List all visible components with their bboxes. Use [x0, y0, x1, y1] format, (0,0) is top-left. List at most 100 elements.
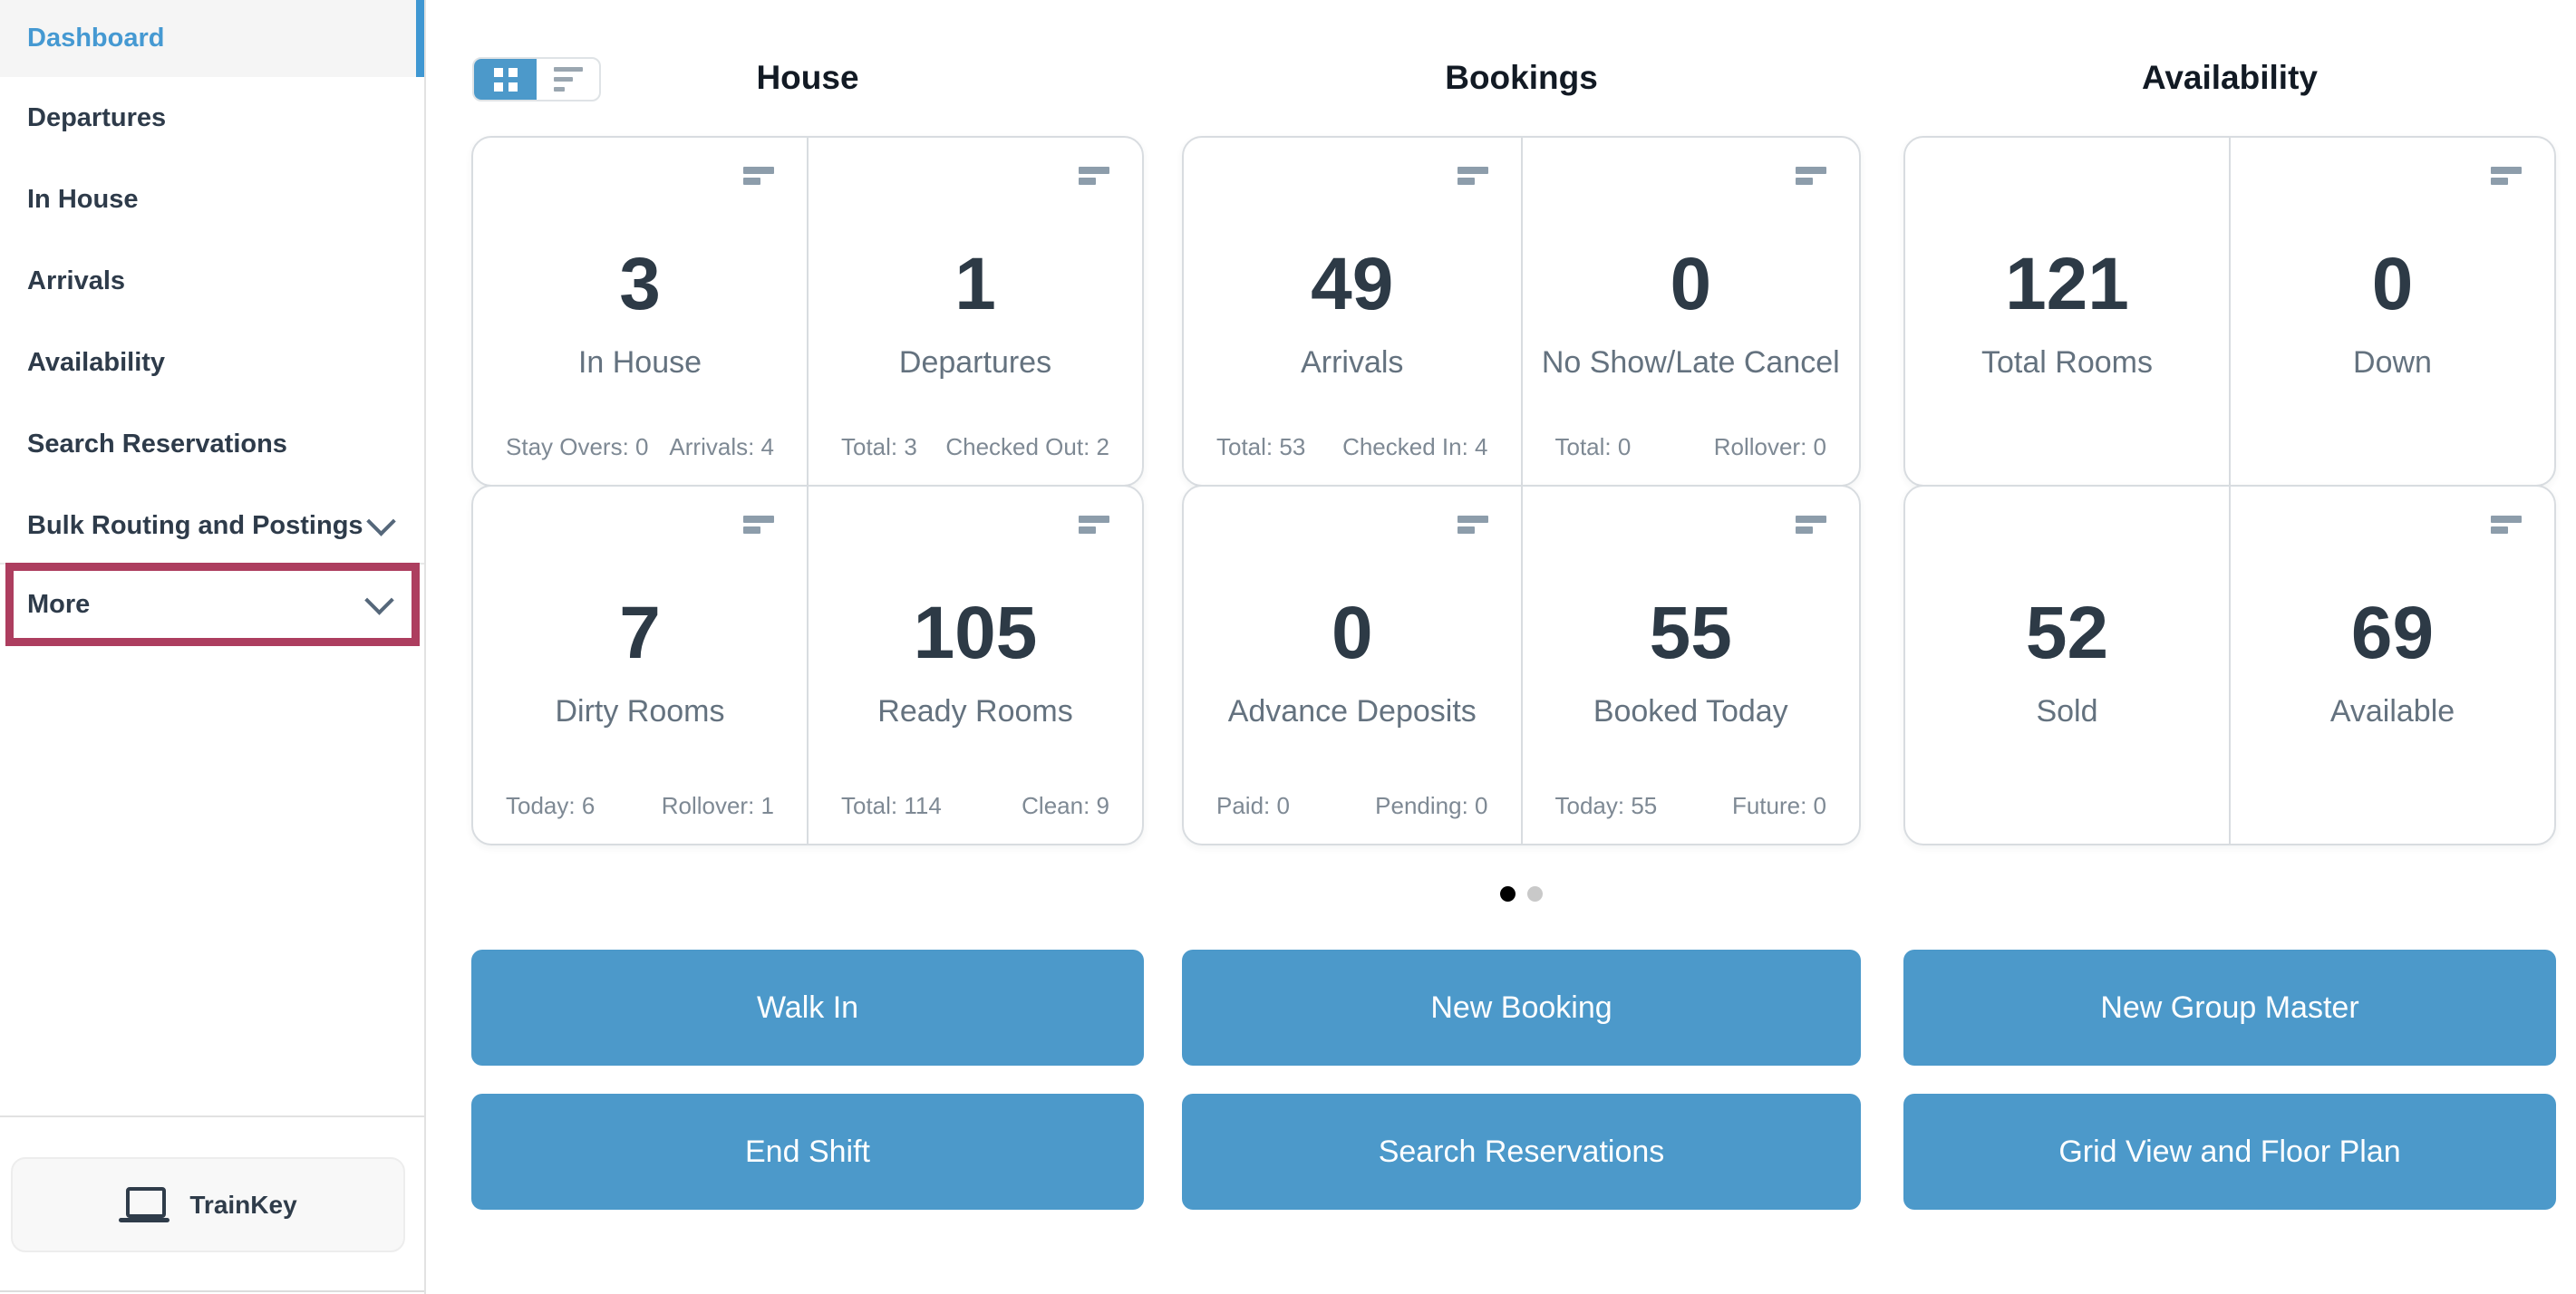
stat-value: 0 — [2371, 243, 2414, 325]
substat-left: Paid: 0 — [1216, 792, 1290, 819]
stat-card-booked-today[interactable]: 55 Booked Today Today: 55 Future: 0 — [1520, 487, 1860, 844]
stat-card-available[interactable]: 69 Available — [2229, 487, 2554, 844]
card-menu-icon[interactable] — [1796, 516, 1826, 534]
stat-substats: Paid: 0 Pending: 0 — [1193, 792, 1512, 820]
sidebar-item-label: Dashboard — [27, 24, 165, 53]
stat-card-total-rooms[interactable]: 121 Total Rooms — [1905, 138, 2229, 485]
sidebar-item-label: In House — [27, 184, 139, 214]
carousel-pagination — [1182, 886, 1861, 902]
stat-label: Booked Today — [1593, 694, 1788, 729]
search-reservations-button[interactable]: Search Reservations — [1182, 1094, 1861, 1210]
sidebar-bottom-border — [0, 1290, 424, 1292]
stat-label: Total Rooms — [1981, 345, 2153, 380]
stat-card-dirty-rooms[interactable]: 7 Dirty Rooms Today: 6 Rollover: 1 — [473, 487, 807, 844]
stat-value: 121 — [2005, 243, 2129, 325]
trainkey-button[interactable]: TrainKey — [11, 1157, 405, 1252]
sidebar-item-more-highlighted[interactable]: More — [5, 563, 420, 646]
card-menu-icon[interactable] — [743, 516, 774, 534]
substat-left: Total: 114 — [841, 792, 942, 819]
sidebar-item-label: Departures — [27, 102, 167, 132]
chevron-down-icon — [366, 506, 396, 536]
substat-right: Rollover: 0 — [1713, 433, 1826, 460]
sidebar-item-label: More — [27, 589, 91, 619]
stat-card-in-house[interactable]: 3 In House Stay Overs: 0 Arrivals: 4 — [473, 138, 807, 485]
card-row: 7 Dirty Rooms Today: 6 Rollover: 1 105 R… — [471, 485, 1144, 845]
card-row: 49 Arrivals Total: 53 Checked In: 4 0 No… — [1182, 136, 1861, 487]
card-menu-icon[interactable] — [1457, 167, 1488, 185]
card-row: 121 Total Rooms 0 Down — [1903, 136, 2556, 487]
sidebar-item-label: Bulk Routing and Postings — [27, 510, 363, 540]
stat-value: 55 — [1649, 592, 1732, 674]
substat-right: Pending: 0 — [1375, 792, 1488, 819]
chevron-down-icon — [364, 584, 394, 615]
availability-card-group: 121 Total Rooms 0 Down 52 Sold 69 Availa… — [1903, 136, 2556, 845]
list-view-toggle-button[interactable] — [537, 59, 599, 100]
sidebar-item-departures[interactable]: Departures — [0, 77, 424, 159]
card-menu-icon[interactable] — [1079, 516, 1109, 534]
stat-card-ready-rooms[interactable]: 105 Ready Rooms Total: 114 Clean: 9 — [807, 487, 1142, 844]
pagination-dot-2[interactable] — [1527, 886, 1543, 902]
sidebar-item-in-house[interactable]: In House — [0, 159, 424, 240]
grid-view-and-floor-plan-button[interactable]: Grid View and Floor Plan — [1903, 1094, 2556, 1210]
section-title-availability: Availability — [2142, 59, 2318, 96]
card-menu-icon[interactable] — [1457, 516, 1488, 534]
substat-right: Checked In: 4 — [1342, 433, 1488, 460]
stat-substats: Stay Overs: 0 Arrivals: 4 — [482, 433, 798, 461]
stat-label: Advance Deposits — [1227, 694, 1477, 729]
stat-value: 7 — [619, 592, 661, 674]
stat-card-down[interactable]: 0 Down — [2229, 138, 2554, 485]
stat-card-sold[interactable]: 52 Sold — [1905, 487, 2229, 844]
view-toggle — [472, 57, 601, 101]
card-row: 3 In House Stay Overs: 0 Arrivals: 4 1 D… — [471, 136, 1144, 487]
card-menu-icon[interactable] — [743, 167, 774, 185]
walk-in-button[interactable]: Walk In — [471, 950, 1144, 1066]
substat-left: Total: 0 — [1554, 433, 1632, 460]
house-card-group: 3 In House Stay Overs: 0 Arrivals: 4 1 D… — [471, 136, 1144, 845]
substat-right: Rollover: 1 — [661, 792, 774, 819]
stat-card-departures[interactable]: 1 Departures Total: 3 Checked Out: 2 — [807, 138, 1142, 485]
stat-label: Available — [2329, 694, 2455, 729]
stat-value: 69 — [2350, 592, 2435, 674]
stat-value: 0 — [1331, 592, 1373, 674]
substat-left: Today: 6 — [506, 792, 596, 819]
card-menu-icon[interactable] — [1796, 167, 1826, 185]
substat-left: Today: 55 — [1554, 792, 1658, 819]
pagination-dot-1-active[interactable] — [1500, 886, 1516, 902]
stat-label: No Show/Late Cancel — [1541, 345, 1840, 380]
substat-right: Checked Out: 2 — [945, 433, 1109, 460]
active-indicator-bar — [416, 0, 424, 77]
substat-right: Arrivals: 4 — [669, 433, 774, 460]
stat-label: Departures — [898, 345, 1052, 380]
new-group-master-button[interactable]: New Group Master — [1903, 950, 2556, 1066]
grid-view-toggle-button[interactable] — [474, 59, 537, 100]
stat-label: Down — [2353, 345, 2432, 380]
card-row: 0 Advance Deposits Paid: 0 Pending: 0 55… — [1182, 485, 1861, 845]
sidebar: Dashboard Departures In House Arrivals A… — [0, 0, 426, 1294]
sidebar-item-availability[interactable]: Availability — [0, 322, 424, 403]
stat-value: 49 — [1311, 243, 1394, 325]
stat-value: 52 — [2025, 592, 2109, 674]
bookings-card-group: 49 Arrivals Total: 53 Checked In: 4 0 No… — [1182, 136, 1861, 845]
card-menu-icon[interactable] — [1079, 167, 1109, 185]
stat-label: In House — [577, 345, 702, 380]
grid-view-icon — [493, 67, 518, 92]
sidebar-item-arrivals[interactable]: Arrivals — [0, 240, 424, 322]
card-menu-icon[interactable] — [2491, 167, 2522, 185]
stat-card-no-show-late-cancel[interactable]: 0 No Show/Late Cancel Total: 0 Rollover:… — [1520, 138, 1860, 485]
stat-label: Arrivals — [1301, 345, 1404, 380]
substat-left: Total: 3 — [841, 433, 917, 460]
end-shift-button[interactable]: End Shift — [471, 1094, 1144, 1210]
card-menu-icon[interactable] — [2491, 516, 2522, 534]
sidebar-item-search-reservations[interactable]: Search Reservations — [0, 403, 424, 485]
stat-card-arrivals[interactable]: 49 Arrivals Total: 53 Checked In: 4 — [1184, 138, 1521, 485]
section-title-bookings: Bookings — [1445, 59, 1598, 96]
sidebar-item-label: Arrivals — [27, 266, 126, 295]
sidebar-item-dashboard[interactable]: Dashboard — [0, 0, 424, 77]
substat-left: Stay Overs: 0 — [506, 433, 649, 460]
new-booking-button[interactable]: New Booking — [1182, 950, 1861, 1066]
list-view-icon — [553, 67, 583, 92]
sidebar-item-bulk-routing-and-postings[interactable]: Bulk Routing and Postings — [0, 485, 424, 566]
stat-card-advance-deposits[interactable]: 0 Advance Deposits Paid: 0 Pending: 0 — [1184, 487, 1521, 844]
sidebar-item-label: Search Reservations — [27, 429, 287, 459]
